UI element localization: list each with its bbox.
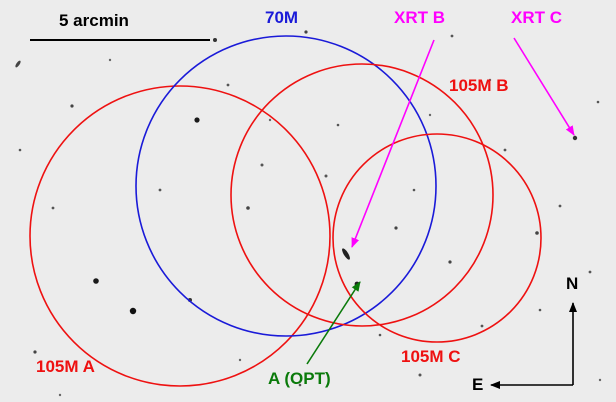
- field-105m-c-circle: [332, 133, 542, 343]
- star: [304, 30, 308, 34]
- field-105m-b-circle: [230, 63, 494, 327]
- star: [238, 358, 242, 362]
- star: [213, 38, 217, 42]
- scale-bar-label: 5 arcmin: [59, 11, 129, 30]
- optical-a-arrow: [306, 281, 361, 365]
- star: [226, 83, 230, 87]
- xrt-b-arrow: [351, 39, 435, 248]
- star: [598, 378, 602, 382]
- star: [298, 383, 302, 387]
- star: [108, 58, 112, 62]
- star: [428, 113, 432, 117]
- star: [93, 278, 99, 284]
- star: [394, 226, 398, 230]
- optical-a-label: A (OPT): [268, 369, 331, 388]
- star: [70, 104, 74, 108]
- star: [596, 100, 600, 104]
- xrt-b-label: XRT B: [394, 8, 445, 27]
- star: [129, 307, 137, 315]
- star: [378, 333, 382, 337]
- star: [18, 148, 22, 152]
- star: [448, 260, 452, 264]
- star: [260, 163, 264, 167]
- star: [418, 373, 422, 377]
- star: [535, 231, 539, 235]
- star: [51, 206, 55, 210]
- star: [572, 135, 578, 141]
- star: [194, 117, 200, 123]
- target-galaxy: [342, 248, 350, 260]
- xrt-c-label: XRT C: [511, 8, 562, 27]
- field-70m-circle: [135, 35, 437, 337]
- galaxy: [15, 60, 21, 68]
- star: [268, 118, 272, 122]
- field-105m-b-label: 105M B: [449, 76, 509, 95]
- star: [588, 270, 592, 274]
- star: [324, 174, 328, 178]
- star: [336, 123, 340, 127]
- star: [450, 34, 454, 38]
- star: [158, 188, 162, 192]
- compass-east-label: E: [472, 375, 484, 394]
- xrt-c-arrow: [513, 37, 575, 136]
- star: [538, 308, 542, 312]
- field-105m-a-label: 105M A: [36, 357, 95, 376]
- star: [558, 204, 562, 208]
- compass-north-label: N: [566, 274, 579, 293]
- star: [33, 350, 37, 354]
- star: [246, 206, 250, 210]
- star: [488, 78, 492, 82]
- star: [480, 324, 484, 328]
- field-70m-label: 70M: [265, 8, 299, 27]
- field-105m-a-circle: [29, 85, 331, 387]
- star: [412, 188, 416, 192]
- star: [503, 148, 507, 152]
- star: [58, 393, 62, 397]
- field-105m-c-label: 105M C: [401, 347, 461, 366]
